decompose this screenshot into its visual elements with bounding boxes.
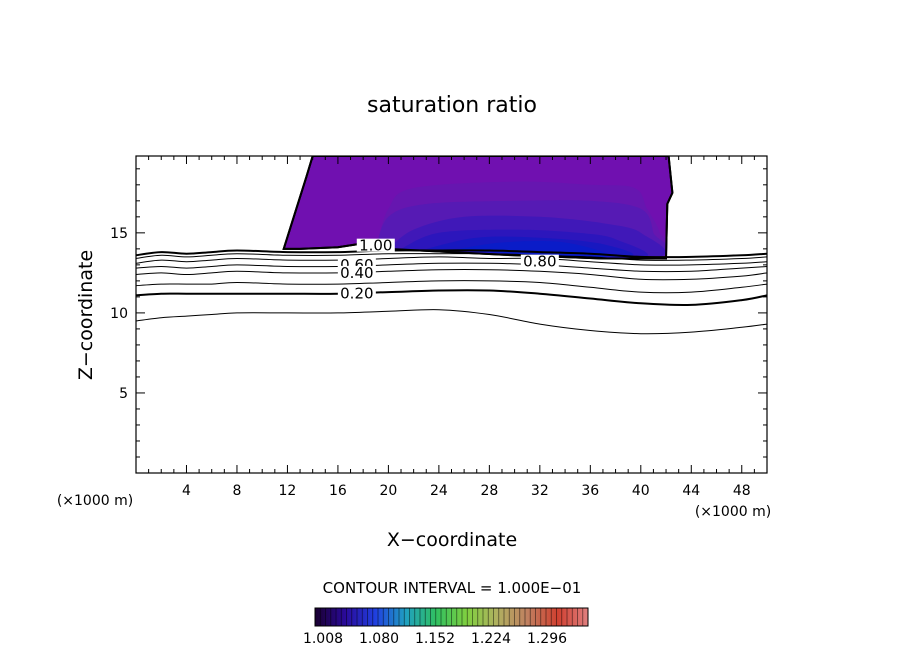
contour-label-bg — [337, 265, 376, 279]
cloud-region — [282, 156, 674, 260]
contour-line — [136, 253, 767, 261]
contour-label: 0.20 — [340, 285, 373, 303]
colorbar-label: 1.296 — [527, 631, 567, 647]
colorbar-label: 1.008 — [303, 631, 343, 647]
contour-line — [136, 262, 767, 273]
x-unit-right: (×1000 m) — [695, 504, 771, 520]
x-tick-label: 8 — [232, 483, 241, 499]
cloud-shading — [375, 181, 673, 259]
x-unit-left: (×1000 m) — [57, 493, 133, 509]
contour-lines — [136, 249, 767, 335]
cloud-outline-stroke — [282, 156, 674, 260]
contour-label-bg — [520, 254, 559, 268]
x-tick-label: 4 — [182, 483, 191, 499]
contour-label: 0.80 — [523, 253, 556, 271]
x-axis-ticks: 4 8 12 16 20 24 28 32 36 40 44 48 — [148, 156, 755, 499]
contour-line — [136, 249, 767, 259]
chart-title: saturation ratio — [367, 93, 537, 118]
y-tick-label: 5 — [119, 386, 128, 402]
y-tick-label: 10 — [110, 306, 128, 322]
colorbar-ticks — [319, 608, 584, 626]
contour-label: 0.40 — [340, 264, 373, 282]
x-tick-label: 16 — [329, 483, 347, 499]
x-tick-label: 40 — [632, 483, 650, 499]
contour-label-bg — [337, 286, 376, 300]
contour-line — [136, 268, 767, 281]
x-tick-label: 24 — [430, 483, 448, 499]
contour-labels: 1.000.600.400.800.20 — [337, 237, 559, 303]
contour-label-bg — [356, 238, 395, 252]
contour-line — [136, 280, 767, 294]
y-axis-ticks: 5 10 15 — [110, 168, 767, 458]
x-tick-label: 28 — [480, 483, 498, 499]
x-tick-label: 12 — [279, 483, 297, 499]
x-tick-label: 36 — [581, 483, 599, 499]
contour-label: 1.00 — [359, 237, 392, 255]
colorbar-label: 1.080 — [359, 631, 399, 647]
x-tick-label: 32 — [531, 483, 549, 499]
contour-interval-text: CONTOUR INTERVAL = 1.000E−01 — [323, 579, 582, 597]
contour-line — [136, 256, 767, 266]
x-tick-label: 44 — [682, 483, 700, 499]
colorbar-label: 1.152 — [415, 631, 455, 647]
colorbar-label: 1.224 — [471, 631, 511, 647]
y-axis-label: Z−coordinate — [75, 250, 97, 380]
colorbar-labels: 1.008 1.080 1.152 1.224 1.296 — [303, 631, 567, 647]
x-axis-label: X−coordinate — [387, 529, 517, 551]
x-tick-label: 48 — [733, 483, 751, 499]
x-tick-label: 20 — [379, 483, 397, 499]
contour-line — [136, 289, 767, 307]
y-tick-label: 15 — [110, 226, 128, 242]
contour-line — [136, 309, 767, 335]
